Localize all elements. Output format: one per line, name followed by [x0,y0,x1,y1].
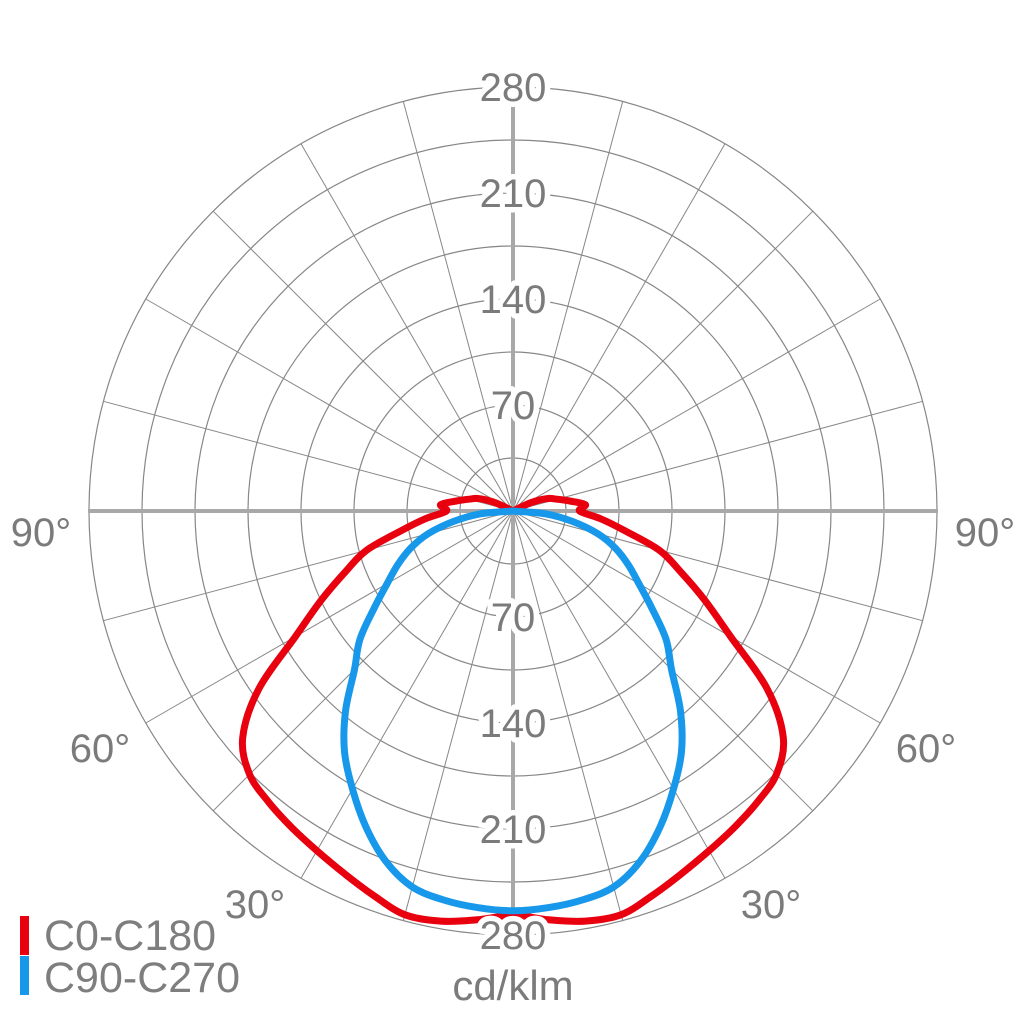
radial-tick-label: 210 [480,808,547,852]
polar-spoke [103,400,514,512]
polar-spoke [512,400,923,512]
angle-tick-label-left: 30° [225,883,286,927]
legend-swatch-c90-c270 [20,956,29,995]
legend: C0-C180 C90-C270 [20,912,240,1002]
polar-spoke [402,510,514,921]
legend-label-c0-c180: C0-C180 [44,912,216,960]
radial-tick-label: 280 [480,66,547,110]
polar-spoke [300,510,514,879]
polar-spoke [512,210,814,512]
angle-tick-labels: 90° 90° 60° 60° 30° 30° [7,507,1020,931]
radial-tick-label: 70 [491,596,536,640]
angle-tick-label-left: 60° [70,727,131,771]
radial-tick-label: 70 [491,384,536,428]
polar-spoke [512,510,624,921]
polar-spoke [512,510,814,812]
curve-c90-c270 [340,507,686,915]
angle-tick-label-left: 90° [11,511,72,555]
legend-swatch-c0-c180 [20,916,29,955]
radial-tick-labels: 70 70 140 140 210 210 280 280 [474,61,552,964]
polar-spoke [212,210,514,512]
legend-label-c90-c270: C90-C270 [44,954,240,1002]
radial-tick-label: 210 [480,172,547,216]
angle-tick-label-right: 30° [741,883,802,927]
polar-spoke [145,510,514,724]
polar-spoke [512,101,624,512]
radial-tick-label: 280 [480,914,547,958]
polar-spoke [512,510,923,622]
units-label: cd/klm [452,962,573,1009]
radial-tick-label: 140 [480,702,547,746]
polar-spoke [512,510,881,724]
polar-spoke [512,510,726,879]
intensity-curves [238,494,788,925]
polar-spoke [145,298,514,512]
radial-tick-label: 140 [480,278,547,322]
polar-spoke [402,101,514,512]
curve-c0-c180 [238,494,788,925]
polar-spoke [512,143,726,512]
angle-tick-label-right: 60° [896,727,957,771]
polar-spoke [300,143,514,512]
polar-spoke [512,298,881,512]
angle-tick-label-right: 90° [955,511,1016,555]
polar-spoke [103,510,514,622]
polar-spoke [212,510,514,812]
